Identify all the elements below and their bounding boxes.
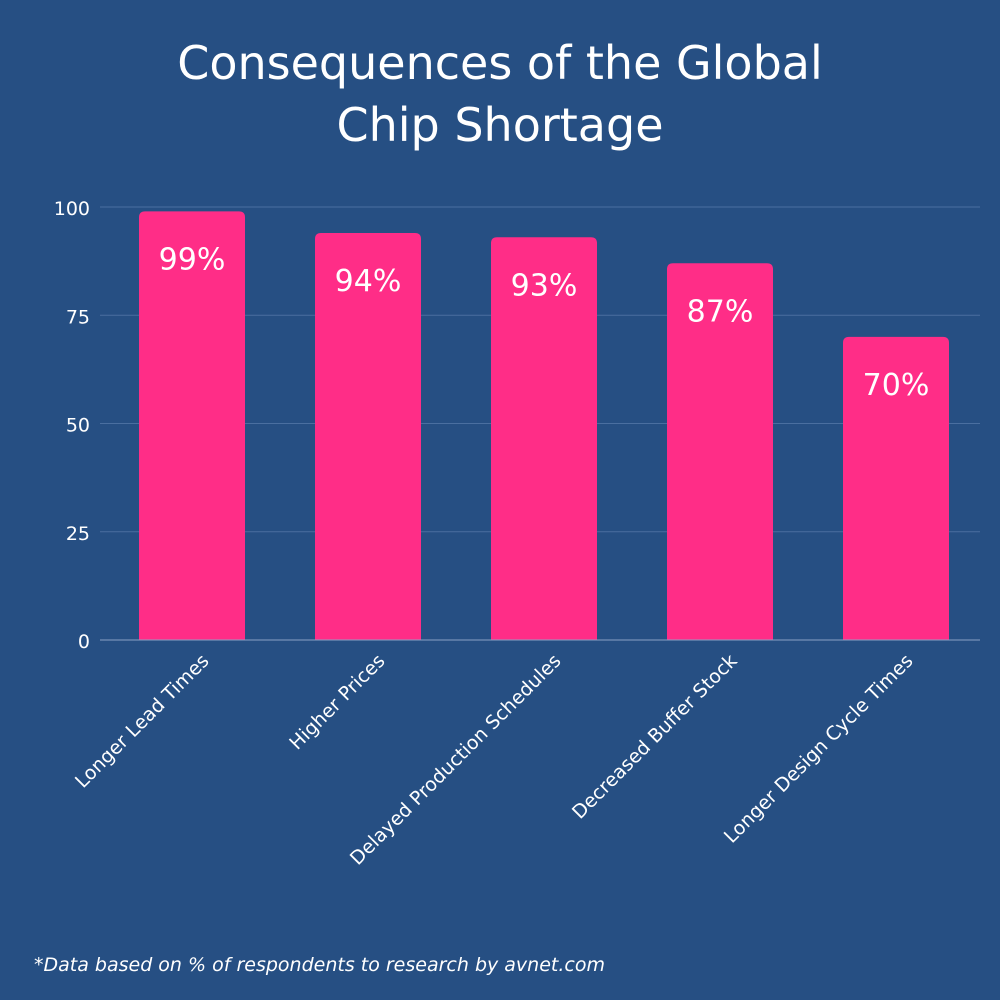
- y-tick-label: 0: [78, 631, 90, 653]
- x-tick-label: Longer Lead Times: [71, 650, 214, 793]
- bars: [139, 211, 949, 641]
- y-axis-ticks: 0 25 50 75 100: [54, 198, 90, 653]
- bar: [843, 336, 949, 640]
- chart-title-line-1: Consequences of the Global: [177, 36, 823, 90]
- x-tick-label: Decreased Buffer Stock: [568, 650, 742, 824]
- bar: [315, 232, 421, 641]
- data-label: 93%: [511, 268, 578, 303]
- data-label: 70%: [863, 368, 930, 403]
- y-tick-label: 75: [66, 306, 90, 328]
- data-label: 87%: [687, 294, 754, 329]
- bar: [491, 237, 597, 640]
- x-tick-label: Longer Design Cycle Times: [720, 650, 918, 848]
- x-tick-label: Delayed Production Schedules: [346, 650, 566, 870]
- x-tick-label: Higher Prices: [285, 650, 389, 754]
- chart-title-line-2: Chip Shortage: [336, 98, 664, 152]
- data-label: 99%: [159, 242, 226, 277]
- chart-title: Consequences of the Global Chip Shortage: [0, 32, 1000, 156]
- y-tick-label: 25: [66, 523, 90, 545]
- footnote: *Data based on % of respondents to resea…: [34, 954, 605, 976]
- y-tick-label: 50: [66, 415, 90, 437]
- bar: [667, 263, 773, 640]
- data-labels: 99% 94% 93% 87% 70%: [159, 242, 930, 403]
- bar: [139, 211, 245, 640]
- y-tick-label: 100: [54, 198, 90, 220]
- data-label: 94%: [335, 264, 402, 299]
